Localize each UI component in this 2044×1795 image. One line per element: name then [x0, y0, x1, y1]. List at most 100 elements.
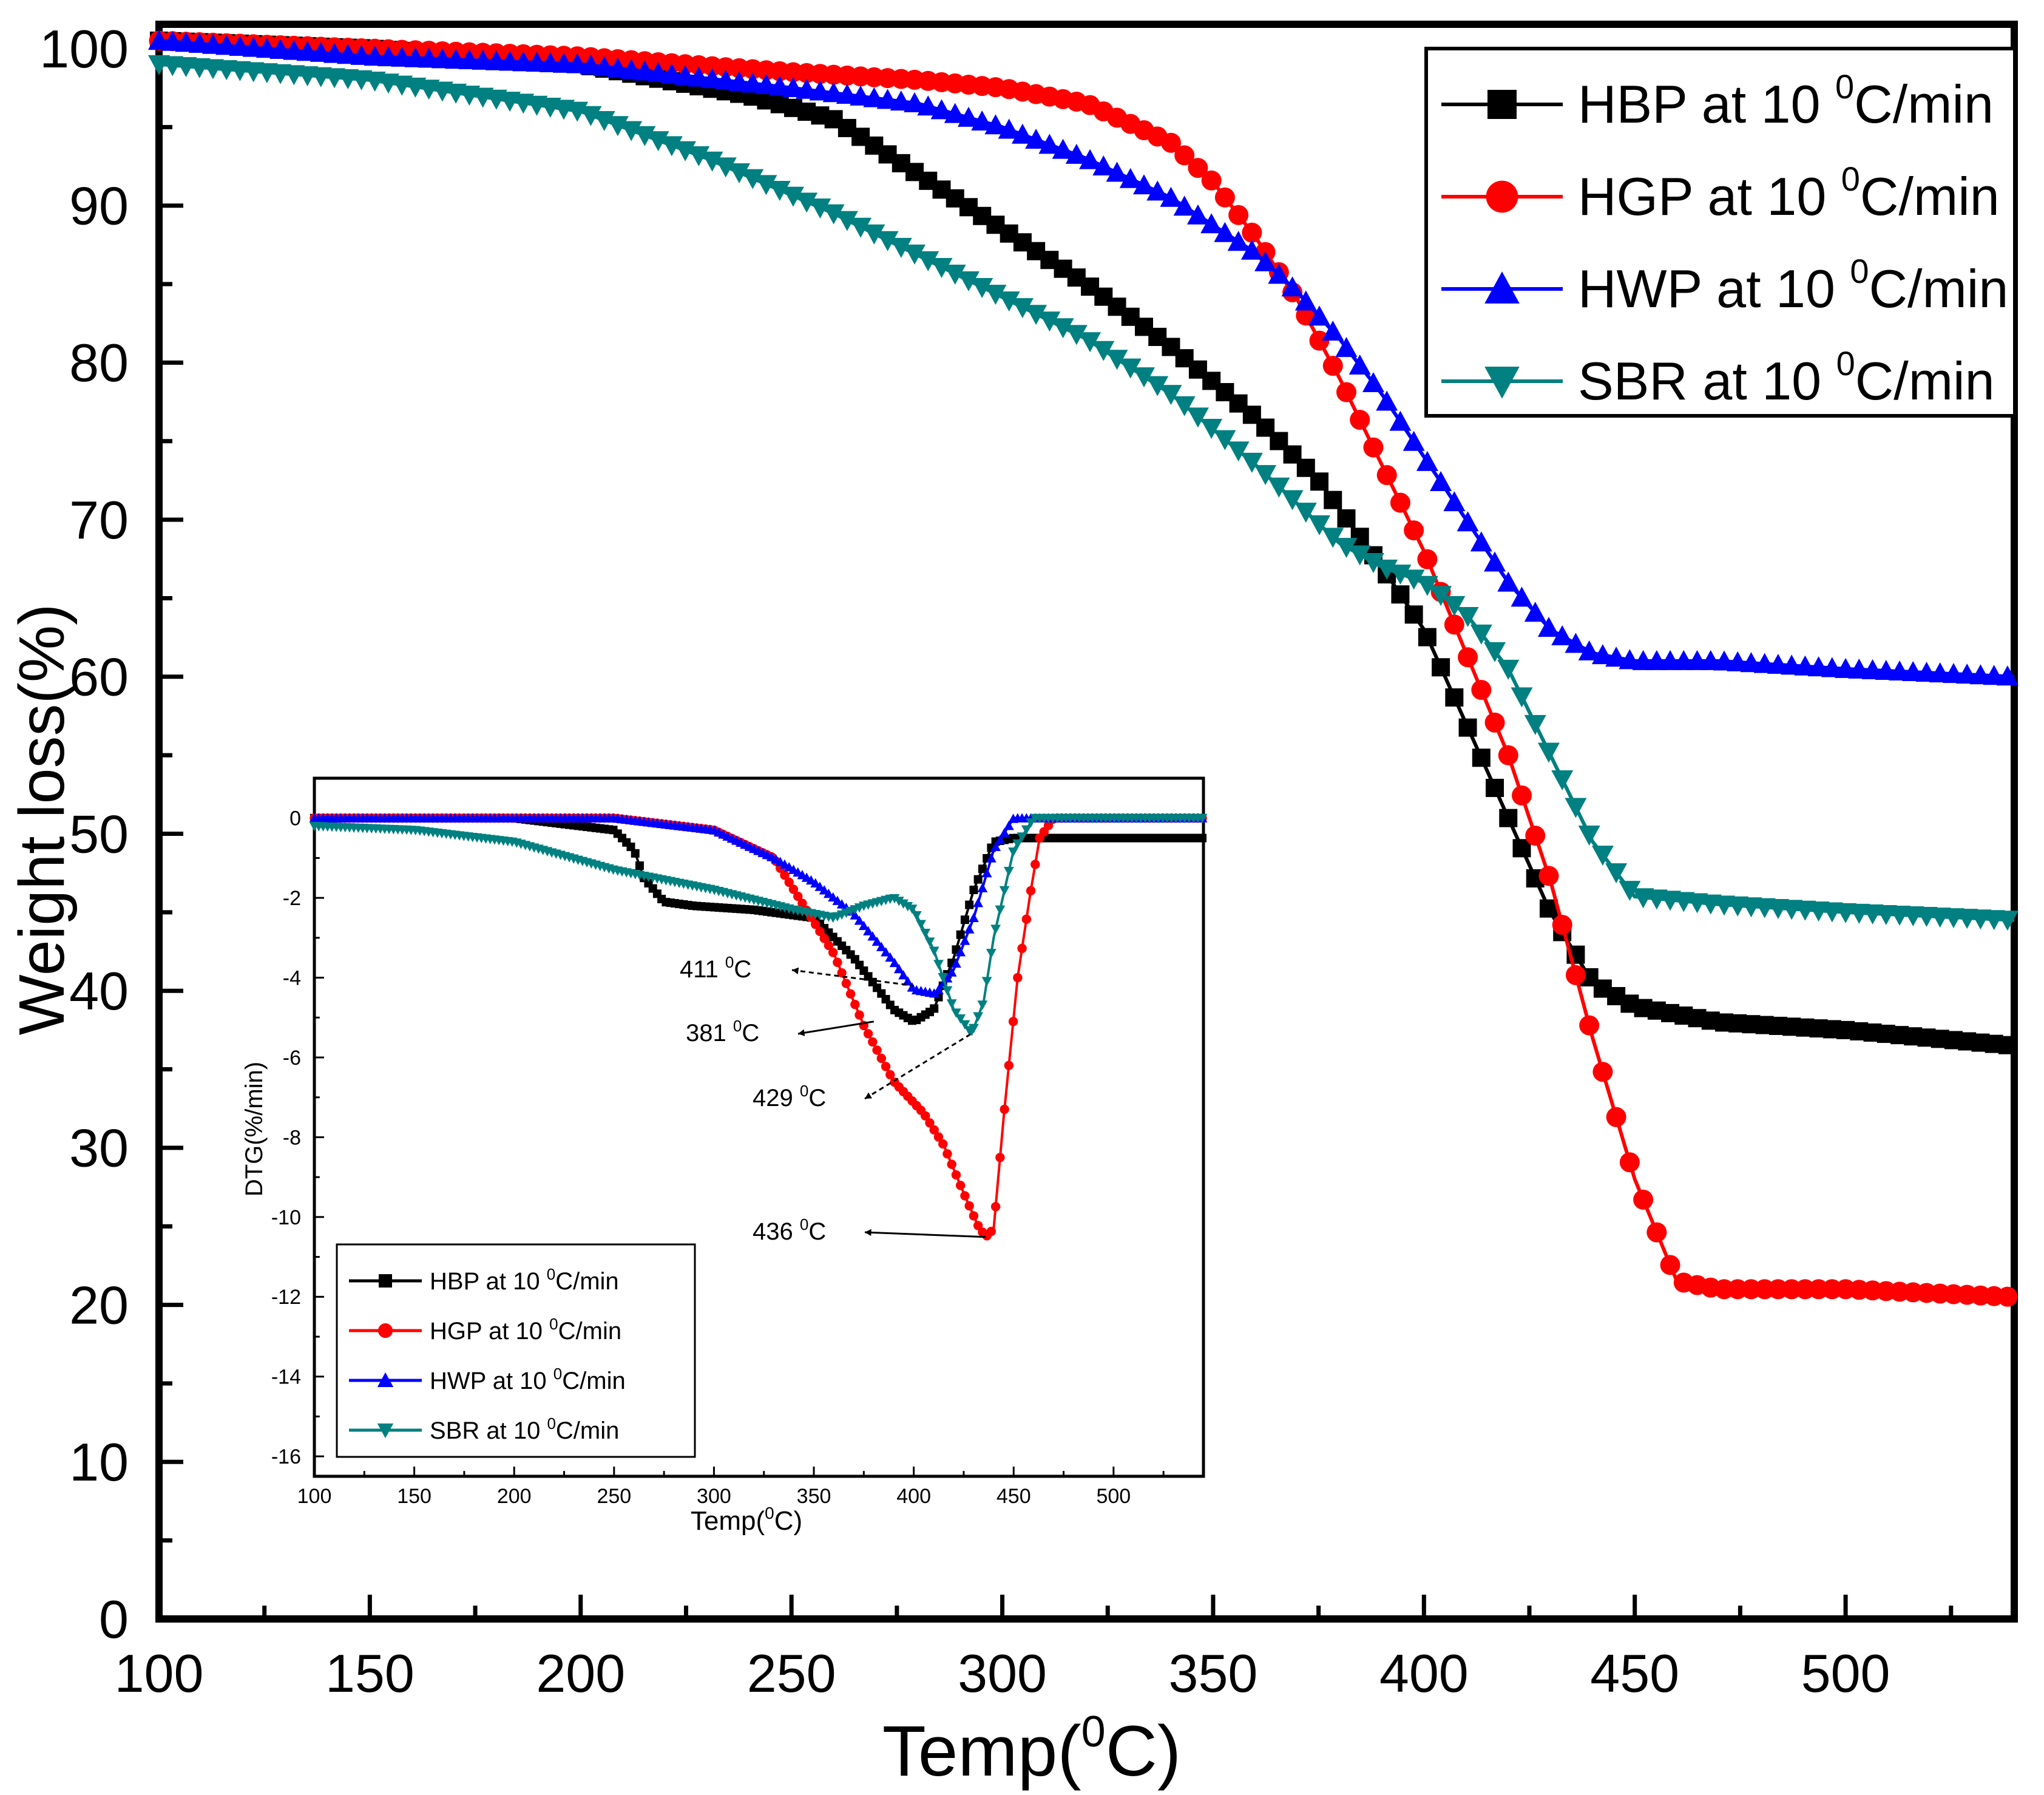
- data-point: [1324, 490, 1342, 509]
- data-point: [1660, 1255, 1680, 1275]
- data-point: [539, 52, 561, 73]
- data-point: [566, 53, 589, 73]
- data-point: [1017, 943, 1027, 954]
- data-point: [1268, 263, 1290, 284]
- legend-marker: [377, 1323, 393, 1339]
- data-point: [1336, 382, 1356, 402]
- data-point: [951, 1008, 961, 1018]
- data-point: [1268, 477, 1290, 498]
- data-point: [1227, 441, 1250, 462]
- data-point: [981, 867, 992, 878]
- inset-legend-entry: SBR at 10 0C/min: [349, 1414, 619, 1444]
- data-point: [1254, 465, 1277, 486]
- data-point: [1240, 452, 1263, 473]
- y-tick-label: 100: [39, 19, 129, 79]
- data-point: [1524, 602, 1546, 622]
- x-tick-label: 300: [697, 1485, 731, 1508]
- data-point: [1444, 614, 1464, 635]
- data-point: [526, 52, 548, 72]
- data-point: [1418, 628, 1437, 646]
- data-point: [1026, 818, 1036, 828]
- data-point: [1417, 549, 1438, 569]
- data-point: [1008, 1017, 1018, 1026]
- series-hgp: [149, 30, 2018, 1307]
- data-point: [1578, 640, 1600, 660]
- data-point: [890, 237, 912, 258]
- x-tick-label: 500: [1801, 1643, 1890, 1703]
- data-point: [902, 976, 913, 986]
- data-point: [920, 928, 931, 938]
- data-point: [499, 50, 521, 71]
- data-point: [828, 948, 838, 957]
- data-point: [1889, 660, 1911, 681]
- data-point: [1902, 661, 1924, 682]
- data-point: [955, 946, 966, 957]
- data-point: [1592, 1062, 1613, 1082]
- data-point: [1310, 472, 1329, 491]
- x-tick-label: 100: [115, 1643, 204, 1703]
- data-point: [701, 68, 723, 89]
- data-point: [971, 110, 993, 131]
- data-point: [780, 870, 790, 880]
- data-point: [1512, 785, 1532, 806]
- data-point: [1390, 492, 1410, 513]
- arrow-head: [798, 1029, 805, 1037]
- data-point: [930, 99, 953, 120]
- data-point: [377, 46, 399, 67]
- data-point: [728, 71, 751, 92]
- data-point: [1214, 222, 1236, 242]
- legend-marker: [377, 1372, 394, 1387]
- data-point: [1578, 826, 1600, 846]
- y-tick-label: 30: [69, 1118, 129, 1178]
- data-point: [833, 957, 842, 968]
- data-point: [1294, 290, 1317, 311]
- data-point: [768, 181, 791, 202]
- data-point: [1322, 321, 1344, 341]
- data-point: [755, 175, 777, 195]
- data-point: [161, 30, 184, 51]
- y-tick-label: 10: [69, 1432, 129, 1492]
- data-point: [1537, 617, 1560, 637]
- data-point: [815, 926, 825, 937]
- data-point: [904, 92, 926, 112]
- data-point: [1753, 653, 1776, 673]
- x-tick-label: 350: [1169, 1643, 1258, 1703]
- series-sbr: [148, 55, 2019, 931]
- data-point: [337, 44, 359, 64]
- data-point: [1551, 625, 1574, 646]
- x-tick-label: 150: [397, 1485, 431, 1508]
- y-tick-label: 0: [289, 807, 301, 830]
- data-point: [881, 1062, 891, 1071]
- legend-label: HBP at 10 0C/min: [1578, 67, 1994, 134]
- data-point: [674, 65, 697, 86]
- data-point: [1376, 465, 1397, 486]
- data-point: [907, 904, 918, 914]
- data-point: [1432, 658, 1450, 677]
- data-point: [1499, 809, 1518, 827]
- data-point: [854, 1010, 864, 1020]
- data-point: [942, 1149, 952, 1159]
- data-point: [819, 934, 829, 943]
- data-point: [981, 977, 992, 986]
- data-point: [1591, 644, 1614, 665]
- data-point: [1537, 742, 1560, 763]
- data-point: [1848, 658, 1870, 679]
- data-point: [951, 1170, 961, 1180]
- data-point: [1173, 396, 1196, 416]
- data-point: [986, 853, 997, 863]
- data-point: [824, 940, 834, 951]
- data-point: [885, 952, 896, 962]
- data-point: [1633, 1189, 1654, 1210]
- inset-legend-label: HGP at 10 0C/min: [430, 1315, 621, 1345]
- data-point: [1335, 337, 1358, 358]
- data-point: [1092, 341, 1115, 361]
- data-point: [973, 875, 983, 884]
- data-point: [863, 1029, 873, 1039]
- data-point: [1458, 718, 1477, 737]
- data-point: [1767, 653, 1789, 674]
- data-point: [350, 44, 373, 65]
- data-point: [1079, 149, 1102, 169]
- data-point: [1309, 330, 1330, 351]
- data-point: [1065, 325, 1088, 345]
- data-point: [1835, 657, 1857, 678]
